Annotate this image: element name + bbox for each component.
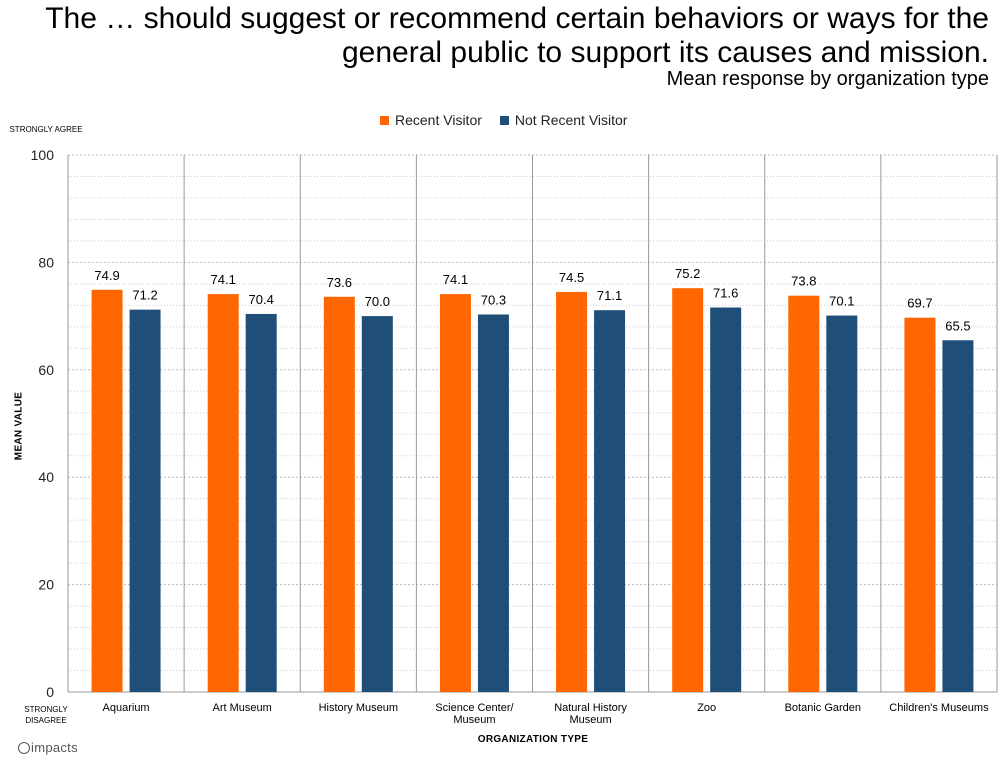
bar: [129, 309, 161, 692]
bar: [594, 310, 626, 692]
data-label: 70.3: [481, 292, 506, 307]
y-tick-label: 40: [38, 469, 54, 485]
category-label: Botanic Garden: [785, 702, 861, 714]
data-label: 70.0: [365, 294, 390, 309]
category-label: Museum: [569, 714, 611, 726]
chart-subtitle: Mean response by organization type: [666, 68, 989, 90]
bar: [904, 317, 936, 692]
y-tick-label: 60: [38, 362, 54, 378]
legend-label-recent: Recent Visitor: [395, 112, 482, 128]
data-label: 70.1: [829, 294, 854, 309]
category-label: Science Center/: [435, 702, 514, 714]
data-label: 74.5: [559, 270, 584, 285]
legend: Recent Visitor Not Recent Visitor: [380, 112, 627, 128]
x-axis-label: ORGANIZATION TYPE: [477, 734, 589, 745]
bar: [942, 340, 974, 692]
y-top-anchor-label: STRONGLY AGREE: [9, 125, 83, 134]
bar: [361, 316, 393, 692]
category-label: History Museum: [319, 702, 398, 714]
legend-label-not-recent: Not Recent Visitor: [514, 112, 628, 128]
legend-item-not-recent: Not Recent Visitor: [499, 112, 628, 128]
y-bottom-anchor-label: STRONGLY DISAGREE: [24, 705, 68, 725]
legend-swatch-recent: [380, 115, 389, 125]
bar: [826, 315, 858, 692]
data-label: 71.1: [597, 288, 622, 303]
data-label: 73.8: [791, 274, 816, 289]
data-label: 65.5: [945, 318, 970, 333]
bar: [439, 294, 471, 692]
logo-mark-icon: [18, 741, 30, 754]
data-label: 70.4: [249, 292, 274, 307]
chart-title: The … should suggest or recommend certai…: [45, 2, 989, 69]
y-tick-label: 80: [38, 254, 54, 270]
bar: [245, 313, 277, 692]
y-tick-label: 20: [38, 577, 54, 593]
legend-swatch-not-recent: [499, 115, 509, 125]
bar: [710, 307, 742, 692]
data-label: 71.2: [132, 288, 157, 303]
y-tick-label: 0: [46, 684, 54, 700]
bar: [477, 314, 509, 692]
data-label: 74.1: [443, 272, 468, 287]
category-label: Art Museum: [213, 702, 272, 714]
data-label: 74.9: [94, 268, 119, 283]
bar: [788, 295, 820, 692]
category-label: Natural History: [554, 702, 627, 714]
logo-text: impacts: [31, 740, 78, 755]
bar: [207, 294, 239, 692]
y-tick-label: 100: [31, 147, 55, 163]
data-label: 73.6: [327, 275, 352, 290]
data-label: 71.6: [713, 286, 738, 301]
bar: [672, 288, 704, 692]
impacts-logo: impacts: [18, 740, 78, 755]
data-label: 75.2: [675, 266, 700, 281]
category-label: Zoo: [697, 702, 716, 714]
category-label: Aquarium: [103, 702, 150, 714]
legend-item-recent: Recent Visitor: [380, 112, 482, 128]
bar: [91, 289, 123, 692]
data-label: 74.1: [211, 272, 236, 287]
category-label: Children's Museums: [889, 702, 989, 714]
data-label: 69.7: [907, 296, 932, 311]
bar: [556, 291, 588, 692]
category-label: Museum: [453, 714, 495, 726]
bar: [323, 296, 355, 692]
